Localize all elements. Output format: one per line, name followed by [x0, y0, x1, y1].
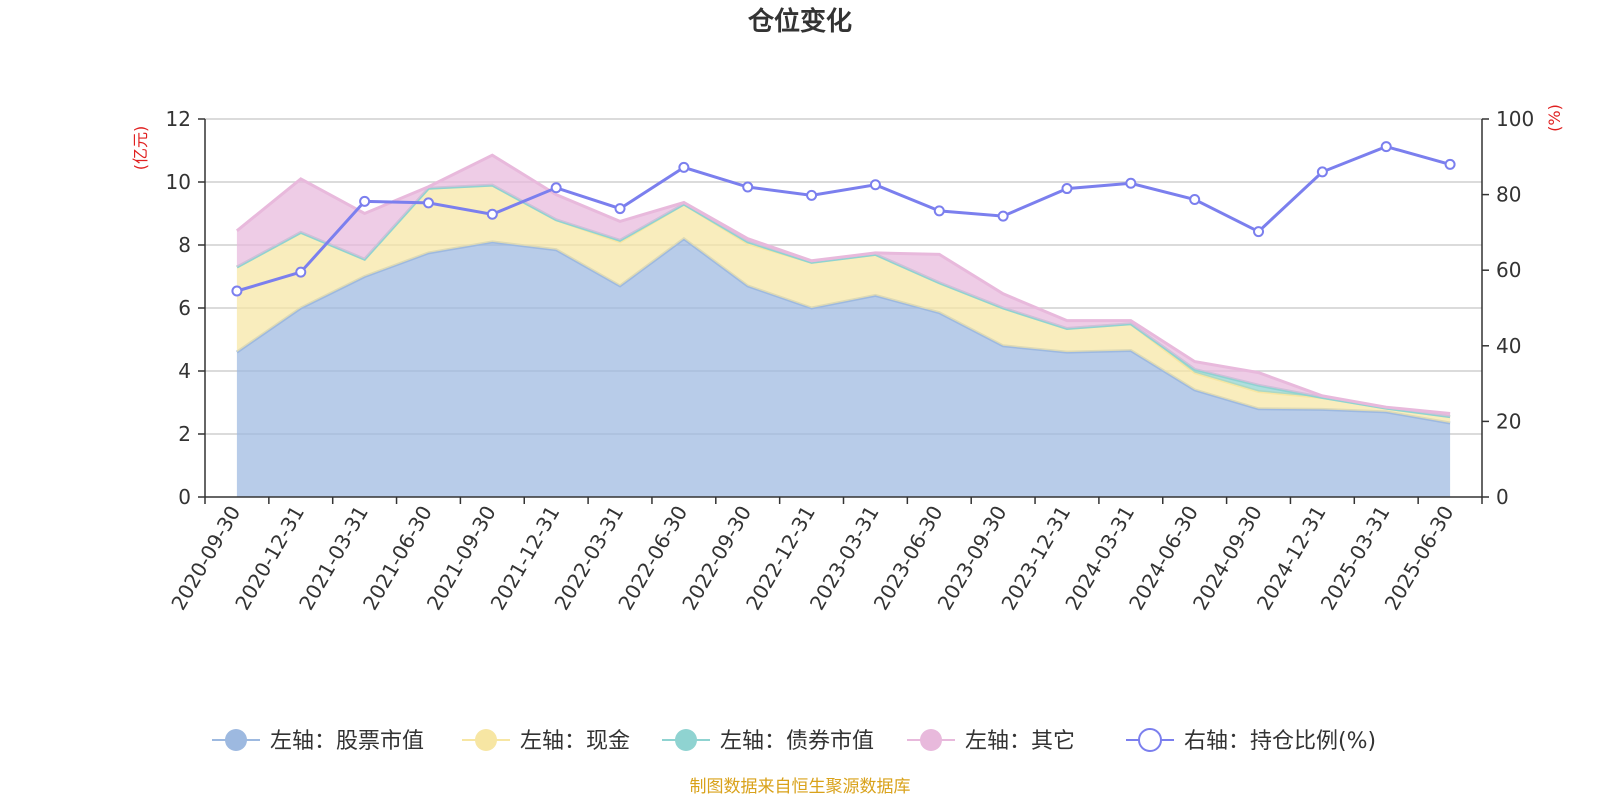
left-tick-label: 10: [166, 170, 191, 194]
ratio-point: [1189, 194, 1201, 206]
right-tick-label: 0: [1496, 485, 1509, 509]
ratio-point: [1061, 183, 1073, 195]
legend-marker[interactable]: [1138, 728, 1162, 752]
left-tick-label: 8: [178, 233, 191, 257]
right-tick-label: 20: [1496, 409, 1521, 433]
ratio-point: [295, 266, 307, 278]
ratio-point: [933, 205, 945, 217]
left-tick-label: 0: [178, 485, 191, 509]
legend-label[interactable]: 左轴：现金: [520, 729, 630, 754]
area-左轴：股票市值: [236, 238, 1451, 497]
area-左轴：现金: [236, 185, 1451, 423]
left-tick-label: 4: [178, 359, 191, 383]
ratio-point: [359, 195, 371, 207]
ratio-point: [997, 210, 1009, 222]
legend-marker[interactable]: [225, 729, 247, 751]
left-axis-unit: (亿元): [131, 126, 150, 171]
legend[interactable]: 左轴：股票市值 左轴：现金 左轴：债券市值 左轴：其它 右轴：持仓比例(%): [212, 728, 1376, 754]
ratio-point: [1380, 141, 1392, 153]
ratio-point: [1125, 177, 1137, 189]
ratio-point: [231, 285, 243, 297]
ratio-point: [486, 208, 498, 220]
legend-label[interactable]: 右轴：持仓比例(%): [1184, 729, 1376, 754]
ratio-line: [231, 141, 1456, 297]
ratio-point: [1253, 226, 1265, 238]
ratio-point: [742, 181, 754, 193]
right-tick-label: 100: [1496, 107, 1534, 131]
ratio-point: [1444, 158, 1456, 170]
legend-marker[interactable]: [920, 729, 942, 751]
area-series: [235, 153, 1451, 497]
left-tick-label: 2: [178, 422, 191, 446]
ratio-line-path: [236, 145, 1451, 293]
ratio-point: [614, 203, 626, 215]
right-tick-label: 80: [1496, 183, 1521, 207]
right-tick-label: 60: [1496, 258, 1521, 282]
area-edge-左轴：其它: [235, 153, 1451, 415]
ratio-point: [422, 197, 434, 209]
legend-label[interactable]: 左轴：债券市值: [720, 729, 874, 754]
chart-title: 仓位变化: [747, 6, 852, 37]
right-axis-unit: (%): [1545, 104, 1564, 132]
ratio-point: [550, 182, 562, 194]
source-note: 制图数据来自恒生聚源数据库: [690, 777, 911, 797]
ratio-point: [678, 161, 690, 173]
ratio-point: [1316, 166, 1328, 178]
legend-marker[interactable]: [475, 729, 497, 751]
left-tick-label: 12: [166, 107, 191, 131]
legend-label[interactable]: 左轴：股票市值: [270, 729, 424, 754]
legend-marker[interactable]: [675, 729, 697, 751]
right-tick-label: 40: [1496, 334, 1521, 358]
legend-label[interactable]: 左轴：其它: [965, 729, 1075, 754]
left-tick-label: 6: [178, 296, 191, 320]
ratio-point: [806, 189, 818, 201]
ratio-point: [869, 179, 881, 191]
